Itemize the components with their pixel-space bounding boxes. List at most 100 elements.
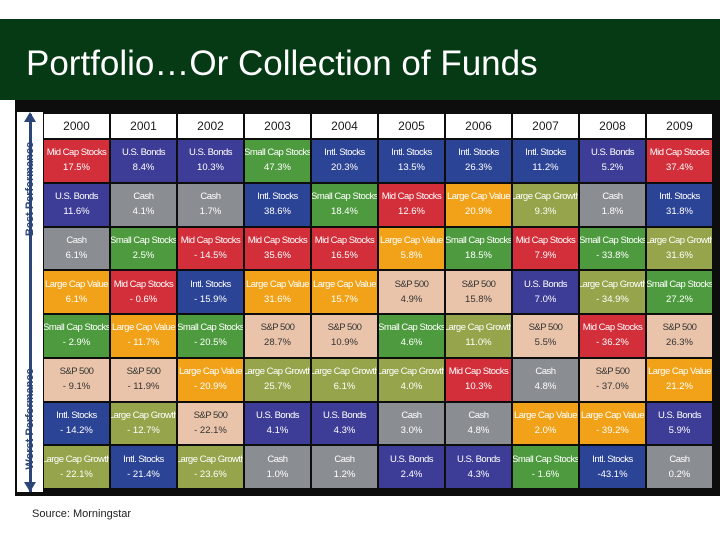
asset-class-name: Cash	[602, 191, 623, 203]
return-value: 4.3%	[333, 424, 356, 436]
asset-class-name: Large Cap Value	[44, 278, 109, 290]
return-value: 4.3%	[467, 468, 490, 480]
table-cell: Intl. Stocks 20.3%	[312, 140, 377, 182]
asset-class-name: Small Cap Stocks	[312, 191, 377, 203]
asset-class-name: U.S. Bonds	[121, 147, 166, 159]
year-header: 2002	[178, 114, 243, 138]
asset-class-name: Cash	[267, 453, 288, 465]
return-value: 4.6%	[400, 337, 423, 349]
table-cell: Cash 4.8%	[513, 358, 578, 401]
return-value: 10.3%	[465, 381, 492, 393]
table-cell: Large Cap Growth - 22.1%	[44, 446, 109, 488]
table-cell: U.S. Bonds 2.4%	[379, 446, 444, 488]
asset-class-name: Mid Cap Stocks	[46, 147, 107, 159]
performance-axis: Best Performance Worst Performance	[17, 112, 43, 492]
return-value: - 9.1%	[62, 381, 91, 393]
year-header: 2001	[111, 114, 176, 138]
asset-class-name: Mid Cap Stocks	[448, 366, 509, 378]
asset-class-name: S&P 500	[595, 366, 630, 378]
year-header: 2004	[312, 114, 377, 138]
table-cell: S&P 500 26.3%	[647, 315, 712, 357]
table-cell: Intl. Stocks -43.1%	[580, 446, 645, 488]
return-value: 9.3%	[534, 206, 557, 218]
return-value: - 11.7%	[127, 337, 160, 349]
table-cell: Mid Cap Stocks - 0.6%	[111, 271, 176, 313]
asset-class-name: Large Cap Growth	[446, 322, 511, 334]
year-header: 2003	[245, 114, 310, 138]
return-value: 18.4%	[331, 206, 358, 218]
return-value: 0.2%	[668, 468, 691, 480]
table-cell: S&P 500 5.5%	[513, 315, 578, 357]
asset-class-name: Intl. Stocks	[592, 453, 633, 465]
table-cell: Small Cap Stocks 18.5%	[446, 227, 511, 270]
return-value: 5.9%	[668, 424, 691, 436]
asset-class-name: S&P 500	[528, 322, 563, 334]
return-value: 6.1%	[65, 249, 88, 261]
table-cell: Large Cap Growth 6.1%	[312, 358, 377, 401]
asset-class-name: Large Cap Value	[111, 322, 176, 334]
slide-title: Portfolio…Or Collection of Funds	[26, 44, 538, 83]
asset-class-name: S&P 500	[193, 409, 228, 421]
table-cell: U.S. Bonds 11.6%	[44, 183, 109, 226]
asset-class-name: S&P 500	[327, 322, 362, 334]
return-value: 2.4%	[400, 468, 423, 480]
return-value: 15.7%	[331, 293, 358, 305]
asset-class-name: Intl. Stocks	[190, 278, 231, 290]
return-value: - 20.9%	[194, 381, 227, 393]
return-value: 21.2%	[666, 381, 693, 393]
table-cell: U.S. Bonds 4.3%	[312, 402, 377, 445]
asset-class-name: U.S. Bonds	[456, 453, 501, 465]
asset-class-name: Cash	[200, 191, 221, 203]
table-cell: Large Cap Growth 9.3%	[513, 183, 578, 226]
asset-class-name: Mid Cap Stocks	[247, 234, 308, 246]
table-cell: Large Cap Growth - 34.9%	[580, 271, 645, 313]
return-value: 4.8%	[467, 424, 490, 436]
return-value: - 22.1%	[60, 468, 93, 480]
asset-class-name: U.S. Bonds	[255, 409, 300, 421]
asset-class-name: Intl. Stocks	[324, 147, 365, 159]
return-value: 15.8%	[465, 293, 492, 305]
asset-class-name: Mid Cap Stocks	[515, 234, 576, 246]
table-cell: Cash 3.0%	[379, 402, 444, 445]
table-cell: U.S. Bonds 8.4%	[111, 140, 176, 182]
return-value: - 14.2%	[60, 424, 93, 436]
table-cell: Large Cap Growth 25.7%	[245, 358, 310, 401]
return-value: - 39.2%	[596, 424, 629, 436]
asset-class-name: U.S. Bonds	[523, 278, 568, 290]
best-performance-label: Best Performance	[24, 141, 36, 237]
return-value: 37.4%	[666, 162, 693, 174]
return-value: - 36.2%	[596, 337, 629, 349]
asset-class-name: Cash	[133, 191, 154, 203]
asset-class-name: Mid Cap Stocks	[180, 234, 241, 246]
return-value: 5.5%	[534, 337, 557, 349]
asset-class-name: S&P 500	[662, 322, 697, 334]
table-cell: S&P 500 4.9%	[379, 271, 444, 313]
table-cell: Cash 0.2%	[647, 446, 712, 488]
asset-class-name: Mid Cap Stocks	[582, 322, 643, 334]
asset-class-name: Intl. Stocks	[525, 147, 566, 159]
asset-class-name: Mid Cap Stocks	[314, 234, 375, 246]
table-cell: Large Cap Growth 11.0%	[446, 315, 511, 357]
table-cell: Intl. Stocks 38.6%	[245, 183, 310, 226]
year-header: 2005	[379, 114, 444, 138]
return-value: 27.2%	[666, 293, 693, 305]
table-cell: Mid Cap Stocks - 14.5%	[178, 227, 243, 270]
return-value: 47.3%	[264, 162, 291, 174]
asset-class-name: Large Cap Value	[178, 366, 243, 378]
table-cell: Intl. Stocks 11.2%	[513, 140, 578, 182]
table-cell: U.S. Bonds 5.2%	[580, 140, 645, 182]
table-cell: S&P 500 - 9.1%	[44, 358, 109, 401]
table-cell: S&P 500 28.7%	[245, 315, 310, 357]
asset-class-name: Intl. Stocks	[391, 147, 432, 159]
return-value: 4.1%	[132, 206, 155, 218]
return-value: 4.1%	[266, 424, 289, 436]
return-value: 2.5%	[132, 249, 155, 261]
year-header: 2000	[44, 114, 109, 138]
table-cell: Intl. Stocks 13.5%	[379, 140, 444, 182]
asset-class-name: Large Cap Value	[245, 278, 310, 290]
table-cell: Large Cap Value - 20.9%	[178, 358, 243, 401]
asset-class-name: Small Cap Stocks	[580, 234, 645, 246]
return-value: 28.7%	[264, 337, 291, 349]
table-cell: Small Cap Stocks 18.4%	[312, 183, 377, 226]
asset-class-name: Large Cap Value	[379, 234, 444, 246]
